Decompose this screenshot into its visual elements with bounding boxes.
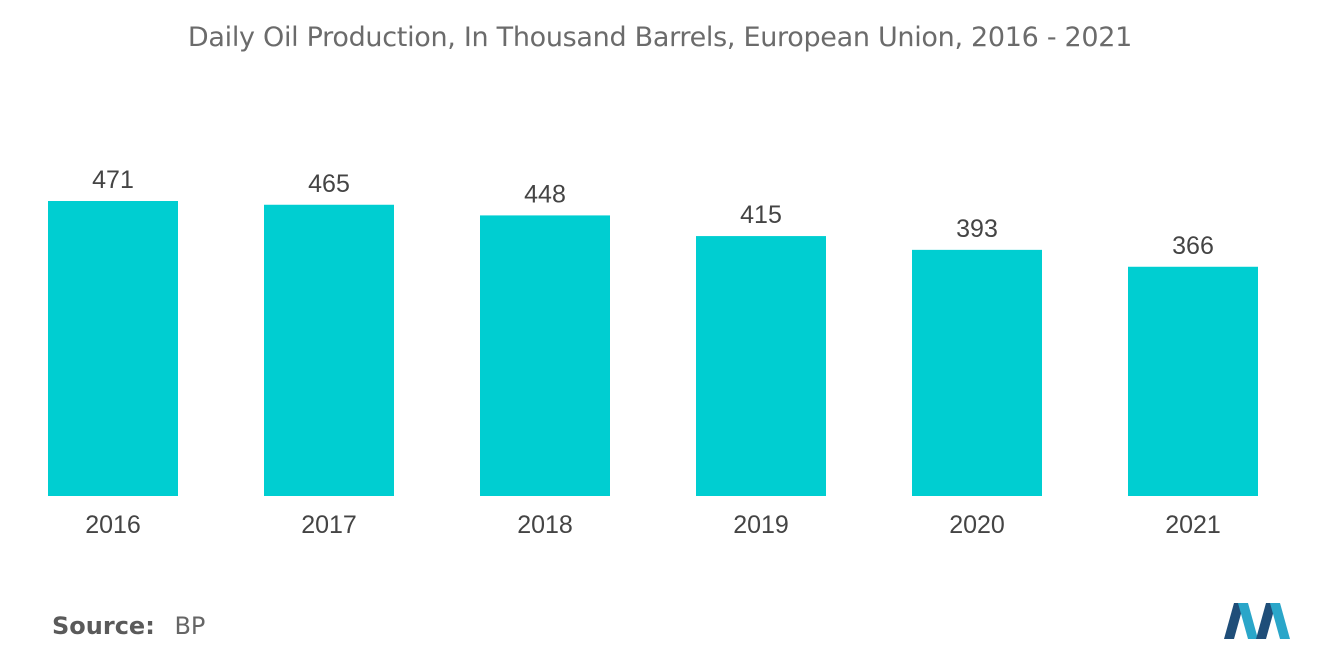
category-label-2018: 2018 bbox=[517, 511, 573, 539]
value-label-2017: 465 bbox=[308, 170, 350, 198]
category-label-2017: 2017 bbox=[301, 511, 357, 539]
category-label-2021: 2021 bbox=[1165, 511, 1221, 539]
mordor-intelligence-logo-icon bbox=[1224, 603, 1290, 639]
value-label-2018: 448 bbox=[524, 180, 566, 208]
bar-2020 bbox=[912, 249, 1042, 496]
bar-2016 bbox=[48, 201, 178, 496]
source-label: Source: bbox=[52, 612, 155, 640]
category-label-2019: 2019 bbox=[733, 511, 789, 539]
bar-2019 bbox=[696, 236, 826, 496]
value-label-2016: 471 bbox=[92, 166, 134, 194]
value-label-2019: 415 bbox=[740, 201, 782, 229]
category-label-2016: 2016 bbox=[85, 511, 141, 539]
source-note: Source: BP bbox=[52, 612, 205, 640]
source-value: BP bbox=[174, 612, 206, 640]
chart-title: Daily Oil Production, In Thousand Barrel… bbox=[187, 22, 1133, 53]
bar-2018 bbox=[480, 215, 610, 496]
bar-2021 bbox=[1128, 266, 1258, 496]
bar-2017 bbox=[264, 204, 394, 496]
category-label-2020: 2020 bbox=[949, 511, 1005, 539]
value-label-2021: 366 bbox=[1172, 232, 1214, 260]
value-label-2020: 393 bbox=[956, 215, 998, 243]
